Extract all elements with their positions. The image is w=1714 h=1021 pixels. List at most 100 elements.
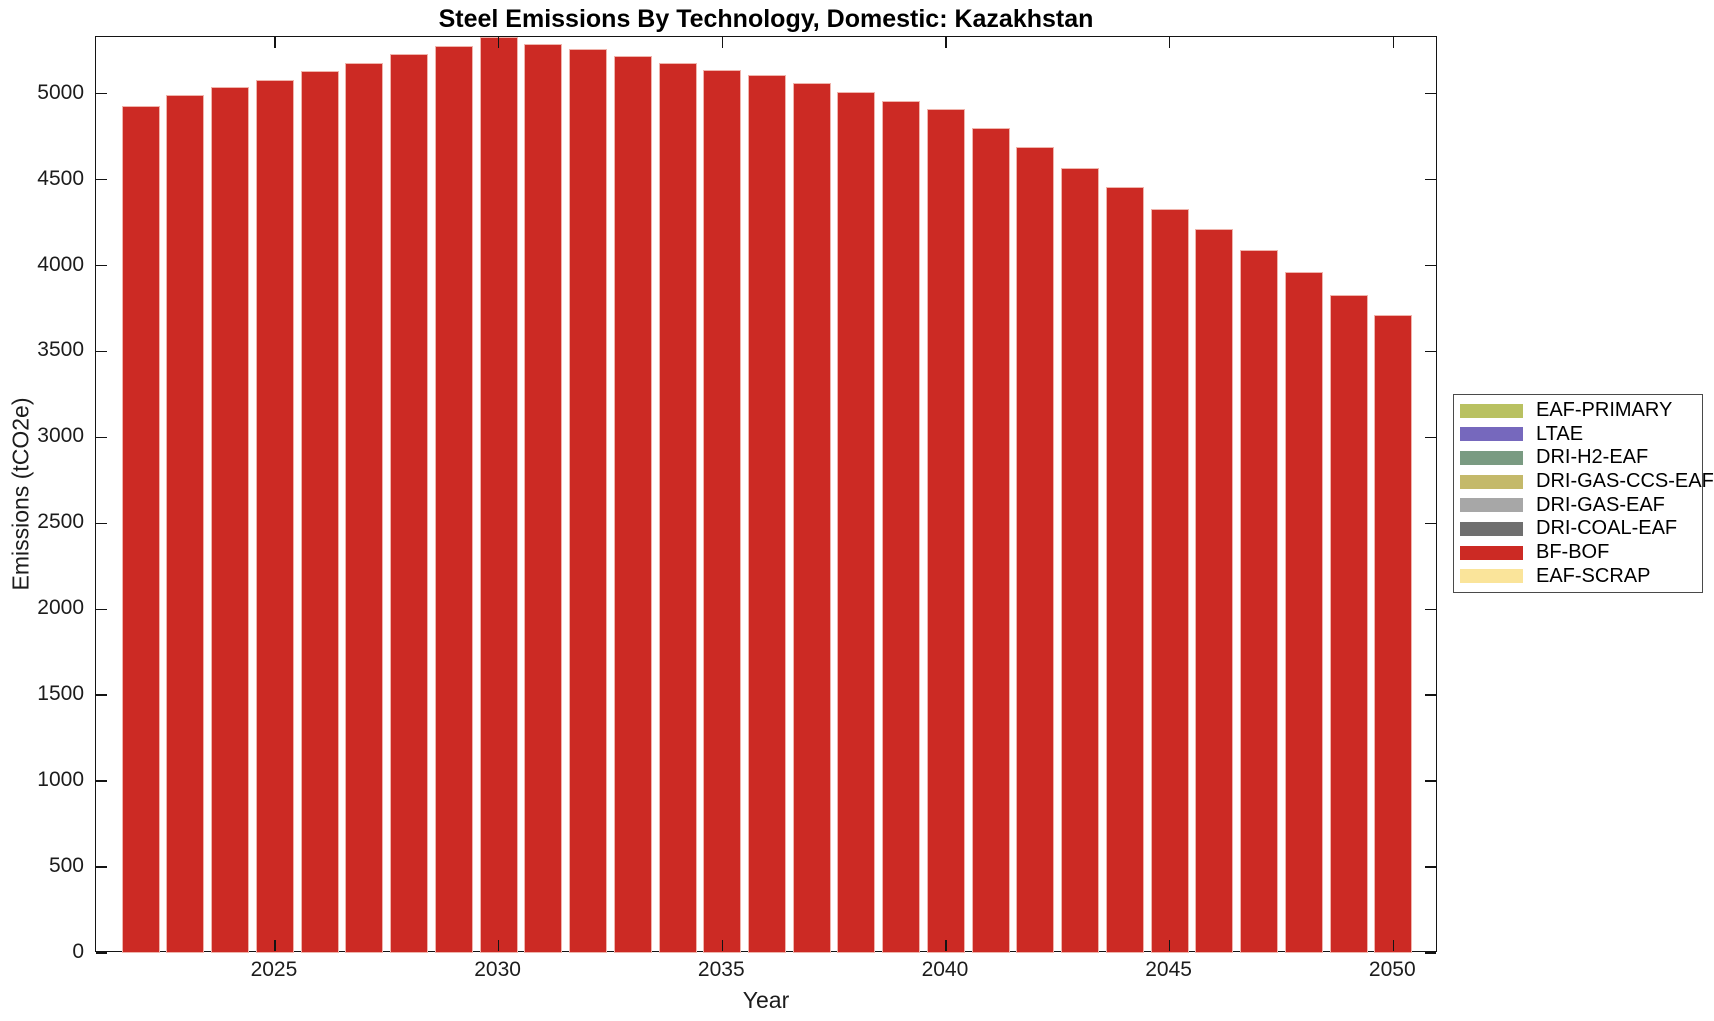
y-tick-label-1500: 1500 [37,682,84,706]
bar-BF-BOF-2045 [1150,208,1189,953]
legend-swatch-BF-BOF [1460,545,1523,560]
bar-BF-BOF-2050 [1374,315,1413,953]
x-tick-mark-2050 [1392,37,1395,48]
x-tick-label-2050: 2050 [1368,958,1416,981]
bar-BF-BOF-2049 [1329,294,1368,953]
bar-BF-BOF-2038 [837,91,876,953]
y-tick-mark-1500 [96,694,107,696]
legend-row-LTAE: LTAE [1454,423,1702,445]
bar-BF-BOF-2031 [524,43,563,953]
x-tick-mark-2035 [721,940,724,951]
legend-swatch-DRI-COAL-EAF [1460,521,1523,536]
bar-BF-BOF-2046 [1195,229,1234,953]
y-tick-mark-5000 [96,92,107,95]
y-tick-mark-3500 [96,350,107,353]
y-tick-label-4500: 4500 [37,166,84,190]
y-tick-mark-2000 [1425,608,1436,611]
x-tick-label-2040: 2040 [921,958,969,981]
legend-label-EAF-PRIMARY: EAF-PRIMARY [1536,399,1673,422]
x-tick-mark-2030 [497,940,500,951]
x-tick-mark-2035 [721,37,724,48]
y-tick-label-0: 0 [72,940,84,963]
y-tick-mark-2500 [96,522,107,525]
bar-BF-BOF-2033 [613,55,652,953]
legend-label-LTAE: LTAE [1536,422,1584,445]
bar-BF-BOF-2039 [882,100,921,953]
x-tick-mark-2050 [1392,940,1395,951]
legend-row-EAF-PRIMARY: EAF-PRIMARY [1454,399,1702,422]
legend-label-BF-BOF: BF-BOF [1536,541,1610,564]
y-tick-label-3000: 3000 [37,424,84,448]
y-tick-mark-4500 [1425,178,1436,181]
legend: EAF-PRIMARY LTAE DRI-H2-EAF DRI-GAS-CCS-EAF… [1453,394,1714,593]
x-tick-mark-2025 [274,940,276,951]
legend-row-DRI-GAS-EAF: DRI-GAS-EAF [1454,494,1702,516]
bar-BF-BOF-2025 [255,79,294,953]
x-tick-mark-2040 [945,940,947,951]
legend-row-DRI-COAL-EAF: DRI-COAL-EAF [1454,517,1702,540]
x-tick-mark-2045 [1168,940,1171,951]
x-tick-mark-2030 [497,37,500,48]
y-tick-mark-2500 [1425,522,1436,525]
legend-label-DRI-GAS-CCS-EAF: DRI-GAS-CCS-EAF [1536,470,1714,493]
bar-BF-BOF-2026 [300,71,339,953]
y-tick-label-4000: 4000 [37,252,84,276]
y-tick-mark-0 [1425,952,1436,954]
bar-BF-BOF-2048 [1284,272,1323,953]
x-tick-label-2035: 2035 [697,958,745,981]
y-tick-mark-1000 [96,780,107,782]
x-tick-mark-2025 [274,37,276,48]
x-tick-mark-2045 [1168,37,1171,48]
x-tick-label-2025: 2025 [250,958,298,981]
bar-BF-BOF-2037 [792,83,831,953]
y-tick-mark-3500 [1425,350,1436,353]
x-axis-label: Year [742,987,790,1013]
bar-BF-BOF-2022 [121,105,160,953]
legend-swatch-LTAE [1460,427,1523,442]
legend-label-DRI-COAL-EAF: DRI-COAL-EAF [1536,517,1678,540]
y-tick-mark-0 [96,952,107,954]
bar-BF-BOF-2043 [1061,167,1100,953]
bar-BF-BOF-2041 [971,128,1010,953]
bar-BF-BOF-2032 [569,49,608,953]
y-tick-label-1000: 1000 [37,768,84,792]
y-tick-mark-500 [1425,866,1436,868]
bar-BF-BOF-2036 [747,74,786,953]
y-tick-mark-1000 [1425,780,1436,782]
bar-BF-BOF-2027 [345,62,384,953]
y-tick-mark-1500 [1425,694,1436,696]
legend-row-DRI-GAS-CCS-EAF: DRI-GAS-CCS-EAF [1454,470,1714,493]
legend-row-DRI-H2-EAF: DRI-H2-EAF [1454,446,1702,469]
bar-BF-BOF-2034 [658,62,697,953]
x-tick-mark-2040 [945,37,947,48]
legend-swatch-DRI-GAS-EAF [1460,498,1523,513]
y-tick-mark-5000 [1425,92,1436,95]
y-tick-mark-500 [96,866,107,868]
y-tick-mark-4000 [96,264,107,267]
legend-label-EAF-SCRAP: EAF-SCRAP [1536,564,1651,587]
y-tick-mark-4500 [96,178,107,181]
y-tick-mark-3000 [96,436,107,439]
bar-BF-BOF-2024 [211,86,250,953]
x-tick-label-2030: 2030 [474,958,521,981]
legend-swatch-EAF-PRIMARY [1460,403,1523,418]
bar-BF-BOF-2044 [1105,186,1144,953]
bar-BF-BOF-2028 [390,54,429,953]
bar-BF-BOF-2047 [1240,250,1279,953]
legend-row-EAF-SCRAP: EAF-SCRAP [1454,565,1702,587]
y-tick-label-2500: 2500 [37,510,84,534]
legend-label-DRI-GAS-EAF: DRI-GAS-EAF [1536,493,1665,516]
y-tick-mark-2000 [96,608,107,611]
y-tick-mark-4000 [1425,264,1436,267]
y-tick-label-3500: 3500 [37,338,84,362]
y-tick-mark-3000 [1425,436,1436,439]
plot-area [95,36,1437,954]
legend-row-BF-BOF: BF-BOF [1454,541,1702,564]
bar-BF-BOF-2035 [703,69,742,953]
bar-BF-BOF-2029 [434,45,473,953]
bar-BF-BOF-2023 [166,95,205,953]
y-tick-label-5000: 5000 [37,80,84,104]
bar-BF-BOF-2042 [1016,146,1055,953]
bar-BF-BOF-2030 [479,37,518,953]
